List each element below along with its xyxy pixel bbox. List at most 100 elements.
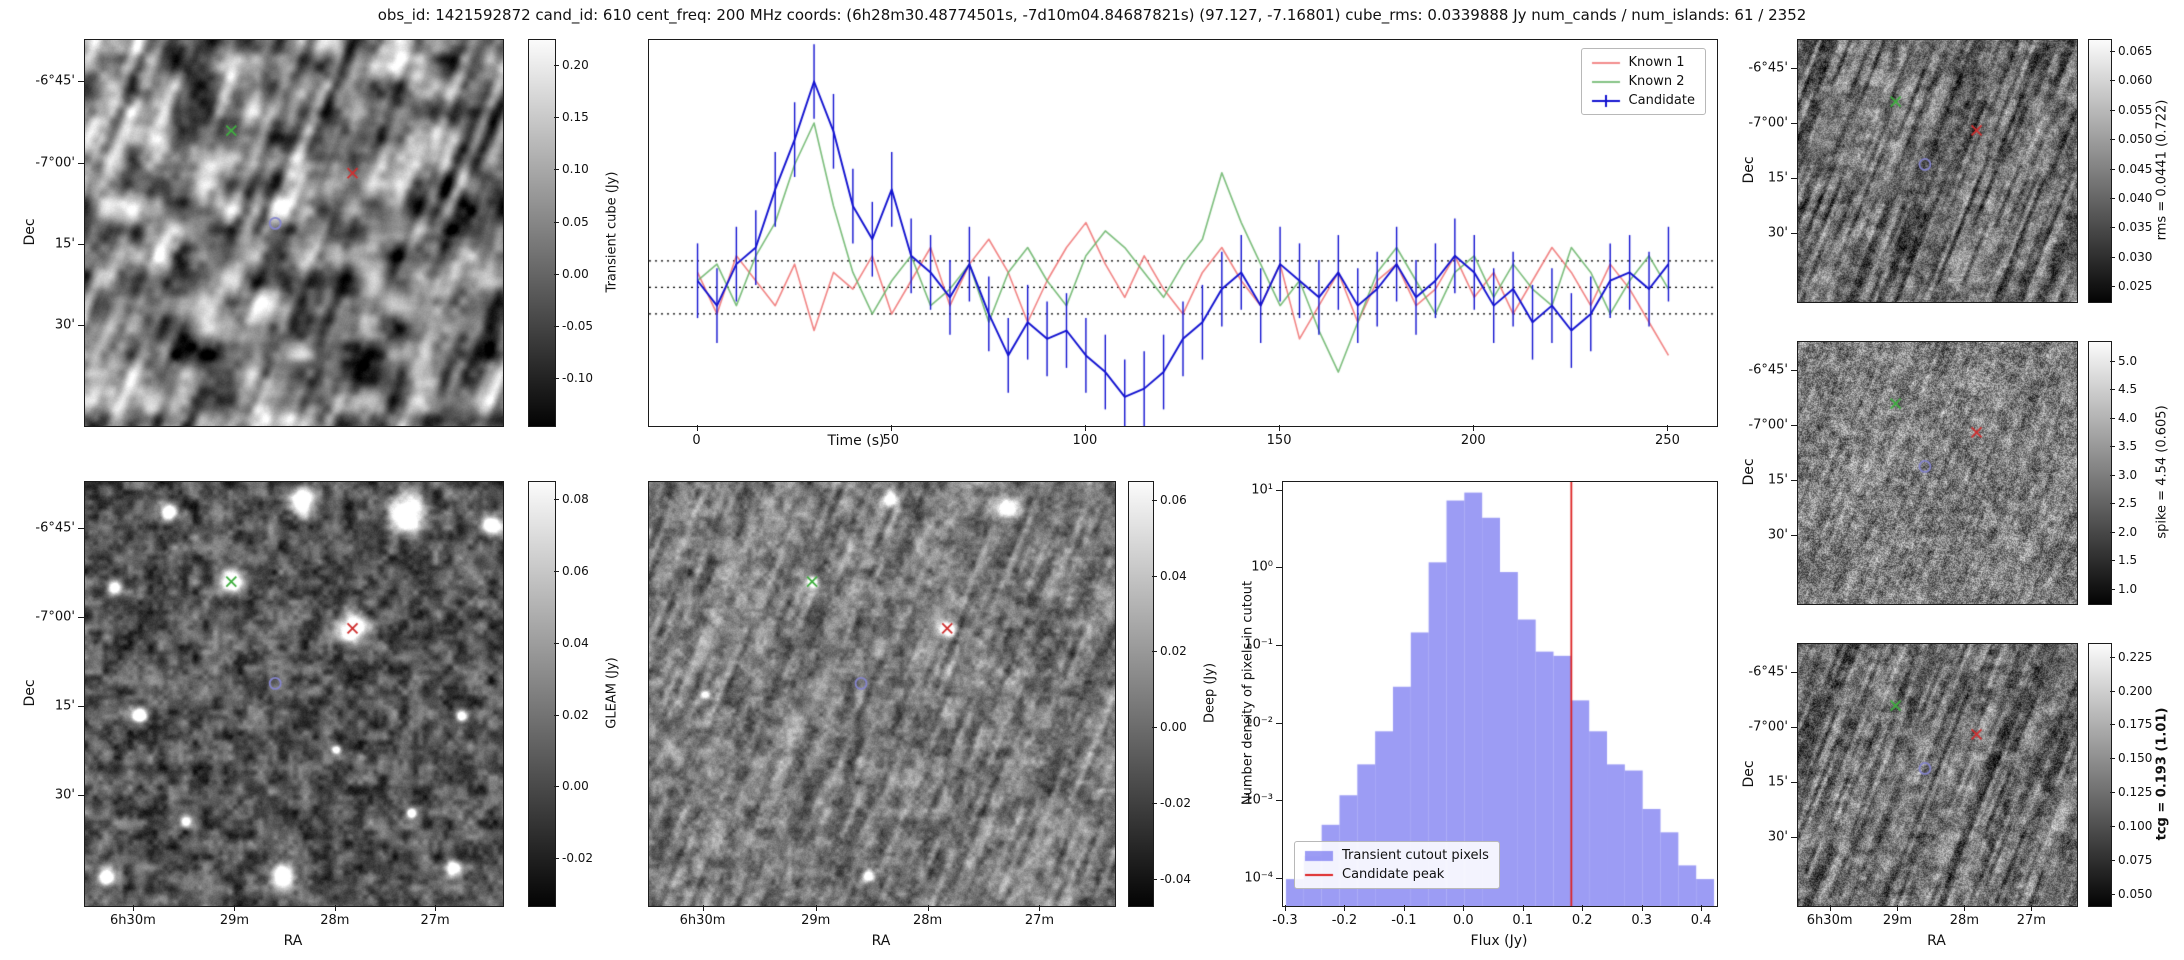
transient-cube-cutout-image — [85, 40, 503, 426]
tick-mark — [1791, 232, 1797, 234]
legend-label: Known 2 — [1628, 74, 1685, 89]
colorbar-tick-label: 0.00 — [562, 779, 589, 794]
tick-mark — [2110, 227, 2115, 229]
time-tick-label: 50 — [882, 433, 899, 448]
spike-cutout-image — [1798, 342, 2077, 604]
ra-axis-label: RA — [283, 933, 303, 949]
flux-tick-label: 0.2 — [1571, 913, 1593, 928]
tick-mark — [1463, 905, 1465, 911]
tick-mark — [1791, 836, 1797, 838]
tick-mark — [2110, 389, 2115, 391]
time-tick-label: 0 — [692, 433, 701, 448]
tick-mark — [2110, 860, 2115, 862]
colorbar-tick-label: 0.025 — [2118, 279, 2153, 294]
colorbar-tick-label: 0.04 — [1160, 568, 1187, 583]
ra-tick-label: 6h30m — [1806, 913, 1853, 928]
colorbar-tick-label: 0.030 — [2118, 249, 2153, 264]
legend-entry: Transient cutout pixels — [1303, 848, 1489, 863]
colorbar-tick-label: 0.05 — [562, 214, 589, 229]
tick-mark — [78, 243, 84, 245]
tick-mark — [2110, 109, 2115, 111]
colorbar-tick-label: -0.10 — [562, 371, 594, 386]
tick-mark — [1039, 905, 1041, 911]
tick-mark — [2110, 256, 2115, 258]
colorbar-tick-label: 0.075 — [2118, 853, 2153, 868]
dec-tick-label: 15' — [1767, 774, 1788, 790]
time-tick-label: 150 — [1266, 433, 1292, 448]
tick-mark — [1829, 905, 1831, 911]
tick-mark — [2110, 531, 2115, 533]
tick-mark — [1344, 905, 1346, 911]
deep-cutout-image — [649, 482, 1115, 906]
dec-tick-label: -7°00' — [35, 155, 75, 171]
tick-mark — [1473, 425, 1475, 431]
colorbar-tcg — [2088, 643, 2112, 907]
legend-label: Candidate — [1628, 93, 1695, 108]
tick-mark — [696, 425, 698, 431]
panel-transient-cube-cutout — [84, 39, 504, 427]
tick-mark — [1284, 905, 1286, 911]
flux-tick-label: 0.4 — [1690, 913, 1712, 928]
dec-tick-label: 30' — [54, 317, 75, 333]
density-tick-label: 10⁻² — [1244, 715, 1273, 731]
tick-mark — [890, 425, 892, 431]
tick-mark — [1897, 905, 1899, 911]
colorbar-tick-label: 0.08 — [562, 491, 589, 506]
colorbar-tick-label: 0.00 — [1160, 720, 1187, 735]
legend-entry: Known 1 — [1589, 55, 1695, 70]
tick-mark — [554, 273, 559, 275]
legend-label: Transient cutout pixels — [1342, 848, 1489, 863]
dec-tick-label: -7°00' — [1748, 115, 1788, 131]
figure-title: obs_id: 1421592872 cand_id: 610 cent_fre… — [377, 6, 1807, 24]
legend-entry: Known 2 — [1589, 74, 1695, 89]
colorbar-tick-label: 0.125 — [2118, 785, 2153, 800]
tick-mark — [1276, 489, 1282, 491]
colorbar-tick-label: 0.02 — [1160, 644, 1187, 659]
tick-mark — [1791, 424, 1797, 426]
dec-tick-label: -7°00' — [1748, 417, 1788, 433]
tick-mark — [1964, 905, 1966, 911]
colorbar-tick-label: -0.04 — [1160, 871, 1192, 886]
tick-mark — [1152, 651, 1157, 653]
colorbar-tick-label: 1.5 — [2118, 553, 2138, 568]
histogram-legend: Transient cutout pixels Candidate peak — [1294, 841, 1500, 889]
flux-tick-label: -0.3 — [1272, 913, 1298, 928]
ra-axis-label: RA — [871, 933, 891, 949]
ra-tick-label: 27m — [420, 913, 450, 928]
ra-tick-label: 27m — [1024, 913, 1055, 928]
colorbar-tick-label: 0.050 — [2118, 132, 2153, 147]
ra-tick-label: 6h30m — [110, 913, 156, 928]
colorbar-tick-label: 5.0 — [2118, 353, 2138, 368]
density-tick-label: 10⁰ — [1251, 559, 1273, 575]
density-tick-label: 10⁻³ — [1244, 792, 1273, 808]
lightcurve-legend: Known 1 Known 2 Candidate — [1580, 48, 1706, 115]
legend-label: Candidate peak — [1342, 867, 1445, 882]
colorbar-tick-label: 1.0 — [2118, 581, 2138, 596]
colorbar-tick-label: 0.15 — [562, 110, 589, 125]
dec-tick-label: -7°00' — [35, 609, 75, 625]
tick-mark — [2110, 826, 2115, 828]
colorbar-transient-cube — [528, 39, 556, 427]
tick-mark — [1667, 425, 1669, 431]
colorbar-deep — [1128, 481, 1154, 907]
colorbar-tick-label: -0.05 — [562, 318, 594, 333]
tick-mark — [1791, 534, 1797, 536]
panel-spike-cutout — [1797, 341, 2078, 605]
tick-mark — [2110, 417, 2115, 419]
flux-tick-label: -0.2 — [1331, 913, 1358, 928]
colorbar-tick-label: 0.065 — [2118, 43, 2153, 58]
dec-tick-label: 15' — [1767, 170, 1788, 186]
flux-tick-label: -0.1 — [1391, 913, 1417, 928]
tick-mark — [1791, 479, 1797, 481]
tick-mark — [2110, 139, 2115, 141]
colorbar-tick-label: 3.0 — [2118, 467, 2138, 482]
tick-mark — [1791, 781, 1797, 783]
legend-line-sample — [1589, 93, 1622, 108]
tick-mark — [2110, 80, 2115, 82]
tick-mark — [554, 325, 559, 327]
tick-mark — [1276, 567, 1282, 569]
tick-mark — [2110, 792, 2115, 794]
colorbar-tick-label: 0.02 — [562, 707, 589, 722]
dec-tick-label: 30' — [1767, 225, 1788, 241]
colorbar-tick-label: 0.10 — [562, 162, 589, 177]
